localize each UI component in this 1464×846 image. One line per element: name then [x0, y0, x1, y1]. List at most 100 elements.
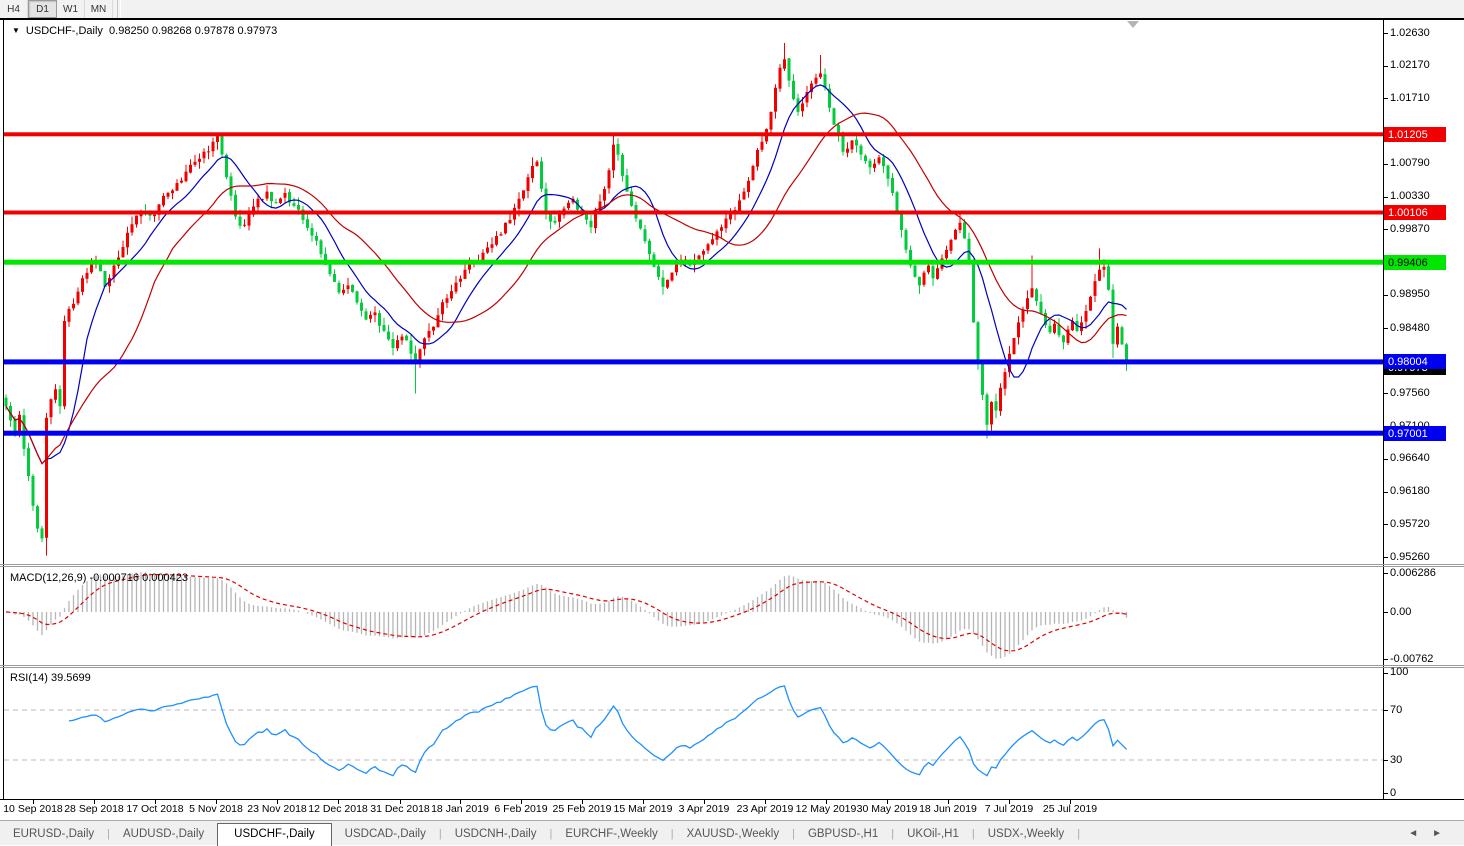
- sr-line: [4, 259, 1383, 265]
- date-axis-tick: [460, 800, 461, 804]
- date-axis-tick: [704, 800, 705, 804]
- rsi-axis-label: 0: [1390, 787, 1397, 799]
- timeframe-button-h4[interactable]: H4: [0, 0, 28, 18]
- macd-indicator-panel[interactable]: [4, 568, 1383, 664]
- chart-tab-eurchf-weekly[interactable]: EURCHF-,Weekly: [565, 828, 658, 840]
- price-axis-separator: [1383, 20, 1384, 800]
- chart-shift-marker-icon[interactable]: [1127, 21, 1139, 28]
- chart-tab-audusd-daily[interactable]: AUDUSD-,Daily: [123, 828, 205, 840]
- ohlc-open: 0.98250: [109, 25, 149, 37]
- chart-window-top-border: [0, 18, 1464, 20]
- price-axis-tick: [1383, 524, 1388, 525]
- date-axis-label: 15 Mar 2019: [613, 803, 673, 815]
- chart-tab-usdcnh-daily[interactable]: USDCNH-,Daily: [454, 828, 537, 840]
- rsi-axis-tick: [1383, 793, 1388, 794]
- sr-price-label: 0.97001: [1384, 426, 1446, 441]
- price-axis-label: 0.95720: [1390, 518, 1430, 530]
- date-axis-label: 12 Dec 2018: [308, 803, 368, 815]
- panel-splitter[interactable]: [0, 667, 1464, 668]
- rsi-label: RSI(14) 39.5699: [10, 672, 91, 684]
- date-axis-label: 5 Nov 2018: [189, 803, 243, 815]
- price-axis-label: 0.98480: [1390, 322, 1430, 334]
- sr-price-label: 0.99406: [1384, 255, 1446, 270]
- bull-candle-wicks: [19, 43, 1118, 556]
- sr-price-label: 1.01205: [1384, 127, 1446, 142]
- tab-separator: |: [971, 828, 975, 840]
- date-axis-label: 31 Dec 2018: [370, 803, 430, 815]
- tab-separator: |: [792, 828, 795, 840]
- chart-tab-gbpusd-h1[interactable]: GBPUSD-,H1: [807, 828, 879, 840]
- price-axis-tick: [1383, 492, 1388, 493]
- macd-axis-tick: [1383, 659, 1388, 660]
- price-axis-tick: [1383, 66, 1388, 67]
- timeframe-button-mn[interactable]: MN: [85, 0, 113, 18]
- chart-tab-eurusd-daily[interactable]: EURUSD-,Daily: [13, 828, 95, 840]
- macd-axis-tick: [1383, 612, 1388, 613]
- macd-signal-line: [5, 573, 1127, 652]
- ohlc-high: 0.98268: [151, 25, 192, 37]
- price-axis-label: 0.96180: [1390, 485, 1430, 497]
- chart-tab-xauusd-weekly[interactable]: XAUUSD-,Weekly: [686, 828, 780, 840]
- date-axis-tick: [826, 800, 827, 804]
- panel-splitter[interactable]: [0, 665, 1464, 666]
- panel-splitter[interactable]: [0, 566, 1464, 567]
- sr-line: [4, 132, 1383, 137]
- rsi-line: [68, 685, 1127, 777]
- ma-fast-line: [5, 84, 1127, 465]
- date-axis-tick: [277, 800, 278, 804]
- tab-separator: |: [549, 828, 553, 840]
- chart-tab-bar: EURUSD-,Daily | AUDUSD-,Daily USDCHF-,Daily…: [0, 820, 1464, 846]
- price-axis-tick: [1383, 295, 1388, 296]
- price-axis-label: 1.02170: [1390, 59, 1430, 71]
- macd-signal-value: 0.000423: [142, 572, 188, 584]
- toolbar-separator: [117, 0, 121, 18]
- rsi-axis-label: 70: [1390, 704, 1403, 716]
- price-axis-label: 0.96640: [1390, 452, 1430, 464]
- rsi-value: 39.5699: [50, 672, 91, 684]
- date-axis-label: 18 Jun 2019: [919, 803, 977, 815]
- date-axis-tick: [582, 800, 583, 804]
- date-axis-label: 28 Sep 2018: [64, 803, 124, 815]
- date-axis-tick: [155, 800, 156, 804]
- date-axis-tick: [338, 800, 339, 804]
- chart-tab-ukoil-h1[interactable]: UKOil-,H1: [907, 828, 959, 840]
- macd-histogram: [9, 572, 1128, 659]
- sr-line: [4, 210, 1383, 215]
- date-axis-tick: [887, 800, 888, 804]
- macd-value: -0.000716: [89, 572, 140, 584]
- date-axis-tick: [216, 800, 217, 804]
- timeframe-button-d1[interactable]: D1: [28, 0, 57, 18]
- chart-title-collapse-icon[interactable]: ▼: [12, 26, 20, 35]
- macd-axis-label: 0.00: [1390, 606, 1412, 618]
- chart-tab-usdx-weekly[interactable]: USDX-,Weekly: [987, 828, 1065, 840]
- price-axis-tick: [1383, 229, 1388, 230]
- price-axis-tick: [1383, 557, 1388, 558]
- ohlc-close: 0.97973: [237, 25, 278, 37]
- date-axis-label: 7 Jul 2019: [984, 803, 1034, 815]
- chart-tab-usdcad-daily[interactable]: USDCAD-,Daily: [344, 828, 426, 840]
- date-axis-tick: [765, 800, 766, 804]
- tab-separator: |: [107, 828, 111, 840]
- price-axis-tick: [1383, 459, 1388, 460]
- date-axis-label: 25 Feb 2019: [552, 803, 612, 815]
- tab-scroll-right-icon[interactable]: ►: [1432, 828, 1442, 839]
- chart-tab-usdchf-daily[interactable]: USDCHF-,Daily: [217, 823, 332, 846]
- timeframe-button-w1[interactable]: W1: [57, 0, 85, 18]
- tab-separator: |: [1077, 828, 1081, 840]
- panel-splitter[interactable]: [0, 564, 1464, 565]
- ohlc-low: 0.97878: [194, 25, 235, 37]
- price-axis-label: 0.99870: [1390, 223, 1430, 235]
- rsi-axis-tick: [1383, 710, 1388, 711]
- date-axis-tick: [521, 800, 522, 804]
- date-axis-tick: [33, 800, 34, 804]
- main-price-chart[interactable]: [4, 20, 1383, 563]
- date-axis-tick: [400, 800, 401, 804]
- macd-axis-label: -0.00762: [1390, 653, 1434, 665]
- tab-separator: |: [670, 828, 674, 840]
- date-axis-label: 30 May 2019: [856, 803, 918, 815]
- tab-scroll-left-icon[interactable]: ◄: [1408, 828, 1419, 839]
- chart-symbol-period: USDCHF-,Daily: [25, 25, 103, 37]
- rsi-indicator-panel[interactable]: [4, 668, 1383, 799]
- date-axis-label: 10 Sep 2018: [3, 803, 63, 815]
- price-axis-label: 1.02630: [1390, 27, 1430, 39]
